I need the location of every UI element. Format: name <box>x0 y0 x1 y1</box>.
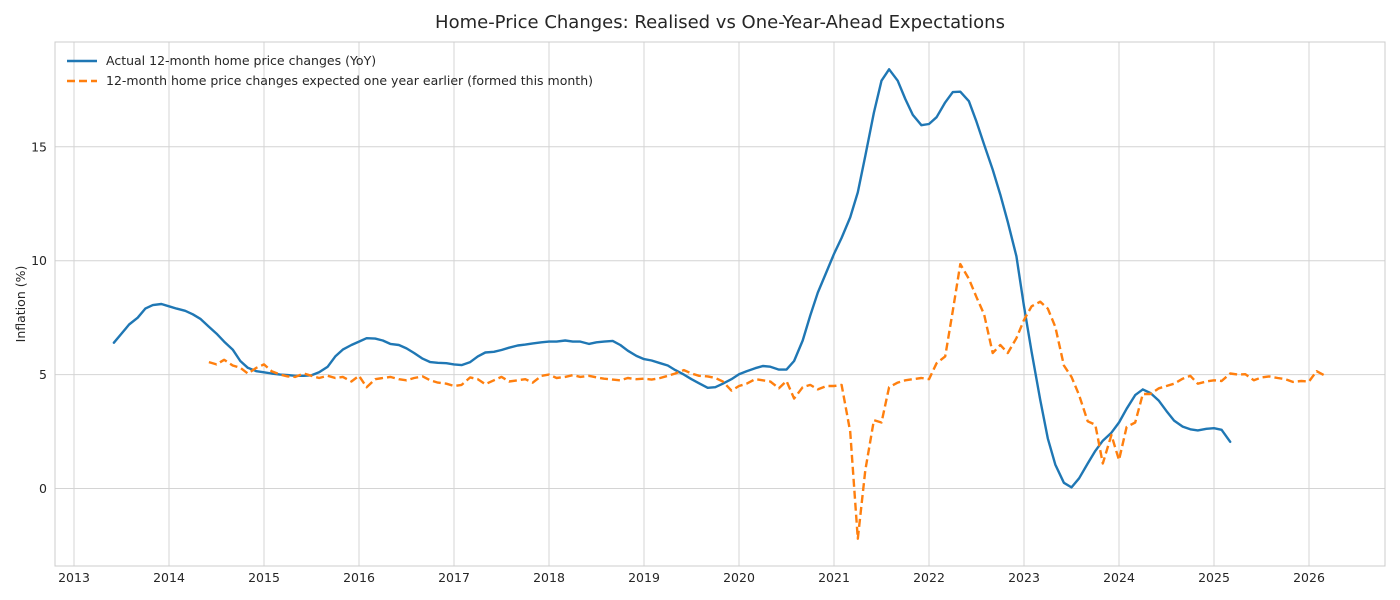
x-tick-label: 2022 <box>913 570 945 585</box>
x-tick-label: 2021 <box>818 570 850 585</box>
x-tick-label: 2019 <box>628 570 660 585</box>
y-tick-label: 15 <box>31 139 47 154</box>
x-tick-label: 2020 <box>723 570 755 585</box>
x-tick-label: 2017 <box>438 570 470 585</box>
x-tick-label: 2016 <box>343 570 375 585</box>
x-tick-label: 2023 <box>1008 570 1040 585</box>
y-axis-ticks: 0 5 10 15 <box>31 139 47 496</box>
x-tick-label: 2014 <box>153 570 185 585</box>
plot-frame <box>54 41 1386 567</box>
x-tick-label: 2026 <box>1293 570 1325 585</box>
x-tick-label: 2024 <box>1103 570 1135 585</box>
x-tick-label: 2025 <box>1198 570 1230 585</box>
grid-lines <box>55 42 1385 566</box>
plot-area <box>55 42 1385 566</box>
x-tick-label: 2013 <box>58 570 90 585</box>
x-tick-label: 2018 <box>533 570 565 585</box>
legend: Actual 12-month home price changes (YoY)… <box>67 53 593 88</box>
series-line-expected <box>208 262 1326 540</box>
legend-label-expected: 12-month home price changes expected one… <box>106 73 593 88</box>
x-tick-label: 2015 <box>248 570 280 585</box>
chart-title: Home-Price Changes: Realised vs One-Year… <box>435 12 1005 33</box>
series-layer <box>112 68 1326 540</box>
legend-label-actual: Actual 12-month home price changes (YoY) <box>106 53 376 68</box>
y-tick-label: 0 <box>39 481 47 496</box>
y-tick-label: 5 <box>39 367 47 382</box>
y-tick-label: 10 <box>31 253 47 268</box>
y-axis-label: Inflation (%) <box>13 266 28 343</box>
x-axis-ticks: 2013 2014 2015 2016 2017 2018 2019 2020 2021 2022… <box>58 570 1325 585</box>
